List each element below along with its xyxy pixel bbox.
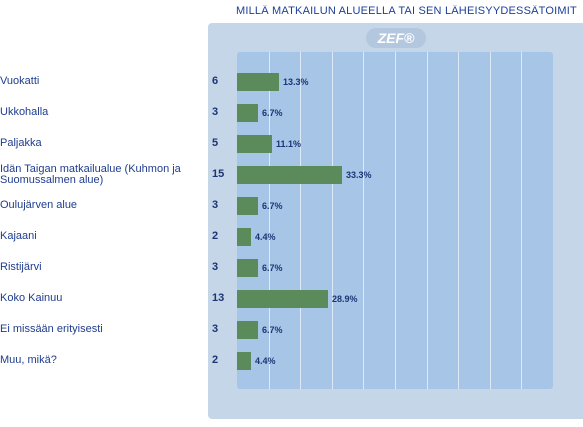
category-label: Muu, mikä?	[0, 354, 57, 366]
value-label: 4.4%	[255, 232, 276, 242]
count-label: 3	[212, 261, 219, 273]
value-label: 6.7%	[262, 108, 283, 118]
bar	[237, 197, 258, 215]
zef-logo: ZEF®	[366, 28, 426, 48]
grid-line	[521, 52, 522, 389]
category-label: Paljakka	[0, 137, 42, 149]
value-label: 11.1%	[276, 139, 302, 149]
category-label: Ei missään erityisesti	[0, 323, 103, 335]
count-label: 15	[212, 168, 225, 180]
bar	[237, 228, 251, 246]
chart-title: MILLÄ MATKAILUN ALUEELLA TAI SEN LÄHEISY…	[236, 5, 577, 17]
bar	[237, 104, 258, 122]
value-label: 6.7%	[262, 325, 283, 335]
count-label: 5	[212, 137, 219, 149]
grid-line	[300, 52, 301, 389]
value-label: 4.4%	[255, 356, 276, 366]
category-label: Ukkohalla	[0, 106, 49, 118]
grid-line	[395, 52, 396, 389]
category-label: Ristijärvi	[0, 261, 42, 273]
bar	[237, 73, 279, 91]
count-label: 3	[212, 106, 219, 118]
count-label: 2	[212, 354, 219, 366]
bar	[237, 352, 251, 370]
bar	[237, 259, 258, 277]
grid-line	[427, 52, 428, 389]
category-label: Idän Taigan matkailualue (Kuhmon ja Suom…	[0, 163, 181, 186]
category-label: Kajaani	[0, 230, 37, 242]
count-label: 6	[212, 75, 219, 87]
value-label: 6.7%	[262, 263, 283, 273]
grid-line	[269, 52, 270, 389]
value-label: 6.7%	[262, 201, 283, 211]
category-label: Oulujärven alue	[0, 199, 78, 211]
count-label: 2	[212, 230, 219, 242]
grid-line	[490, 52, 491, 389]
count-label: 13	[212, 292, 225, 304]
bar	[237, 135, 272, 153]
grid-line	[458, 52, 459, 389]
bar	[237, 290, 328, 308]
value-label: 28.9%	[332, 294, 358, 304]
value-label: 13.3%	[283, 77, 309, 87]
bar	[237, 166, 342, 184]
bar	[237, 321, 258, 339]
grid-line	[363, 52, 364, 389]
category-label: Koko Kainuu	[0, 292, 63, 304]
grid-line	[332, 52, 333, 389]
count-label: 3	[212, 199, 219, 211]
value-label: 33.3%	[346, 170, 372, 180]
plot-area	[237, 52, 553, 389]
category-label: Vuokatti	[0, 75, 40, 87]
count-label: 3	[212, 323, 219, 335]
